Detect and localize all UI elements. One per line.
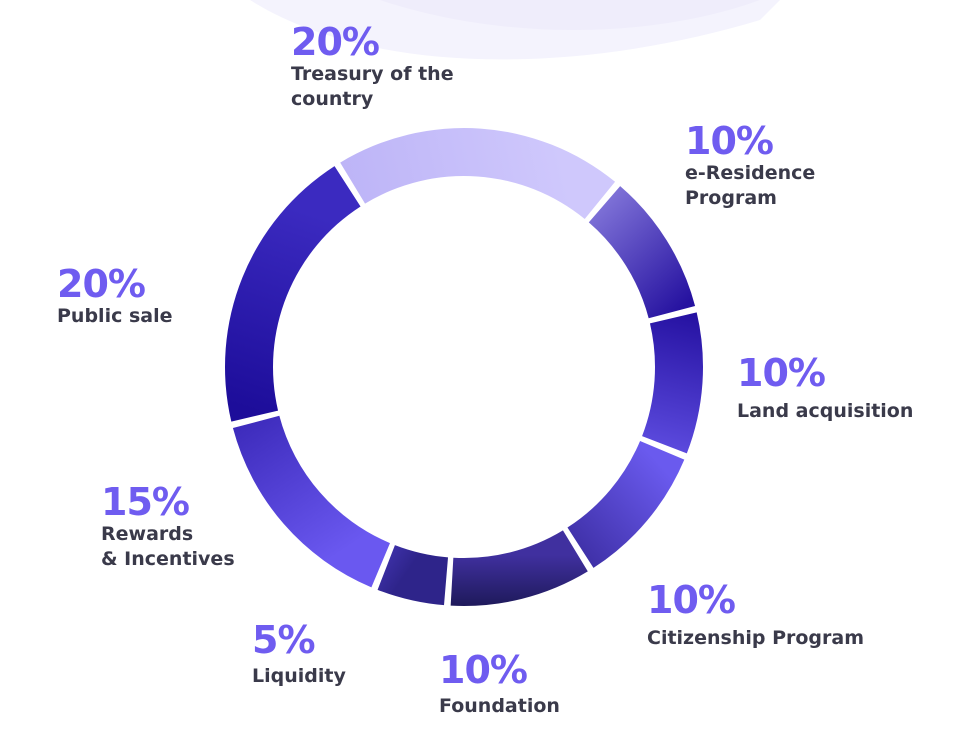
public-sale-name: Public sale (57, 305, 173, 327)
land-acquisition-name: Land acquisition (737, 400, 914, 422)
label-e-residence: 10% e-Residence Program (685, 121, 815, 211)
foundation-name: Foundation (439, 695, 560, 717)
slice-treasury (340, 128, 616, 219)
label-citizenship: 10% Citizenship Program (647, 580, 864, 651)
treasury-percent: 20% (291, 20, 380, 64)
citizenship-name: Citizenship Program (647, 627, 865, 649)
rewards-name: Rewards & Incentives (101, 523, 235, 570)
citizenship-percent: 10% (647, 578, 736, 622)
label-public-sale: 20% Public sale (57, 264, 172, 329)
e-residence-percent: 10% (685, 119, 774, 163)
label-rewards: 15% Rewards & Incentives (101, 482, 235, 572)
slice-public-sale (224, 166, 361, 422)
public-sale-percent: 20% (57, 262, 146, 306)
slice-land-acquisition (642, 312, 703, 454)
liquidity-name: Liquidity (252, 665, 346, 687)
land-acquisition-percent: 10% (737, 351, 826, 395)
slice-rewards (232, 415, 390, 588)
slice-foundation (450, 530, 588, 606)
liquidity-percent: 5% (252, 618, 316, 662)
treasury-name: Treasury of the country (291, 63, 454, 110)
slice-liquidity (377, 545, 449, 606)
label-foundation: 10% Foundation (439, 650, 560, 719)
rewards-percent: 15% (101, 480, 190, 524)
label-liquidity: 5% Liquidity (252, 620, 346, 689)
foundation-percent: 10% (439, 648, 528, 692)
slice-citizenship (567, 441, 685, 568)
label-treasury: 20% Treasury of the country (291, 22, 454, 112)
e-residence-name: e-Residence Program (685, 162, 816, 209)
slice-e-residence (588, 186, 696, 319)
label-land-acquisition: 10% Land acquisition (737, 353, 913, 424)
